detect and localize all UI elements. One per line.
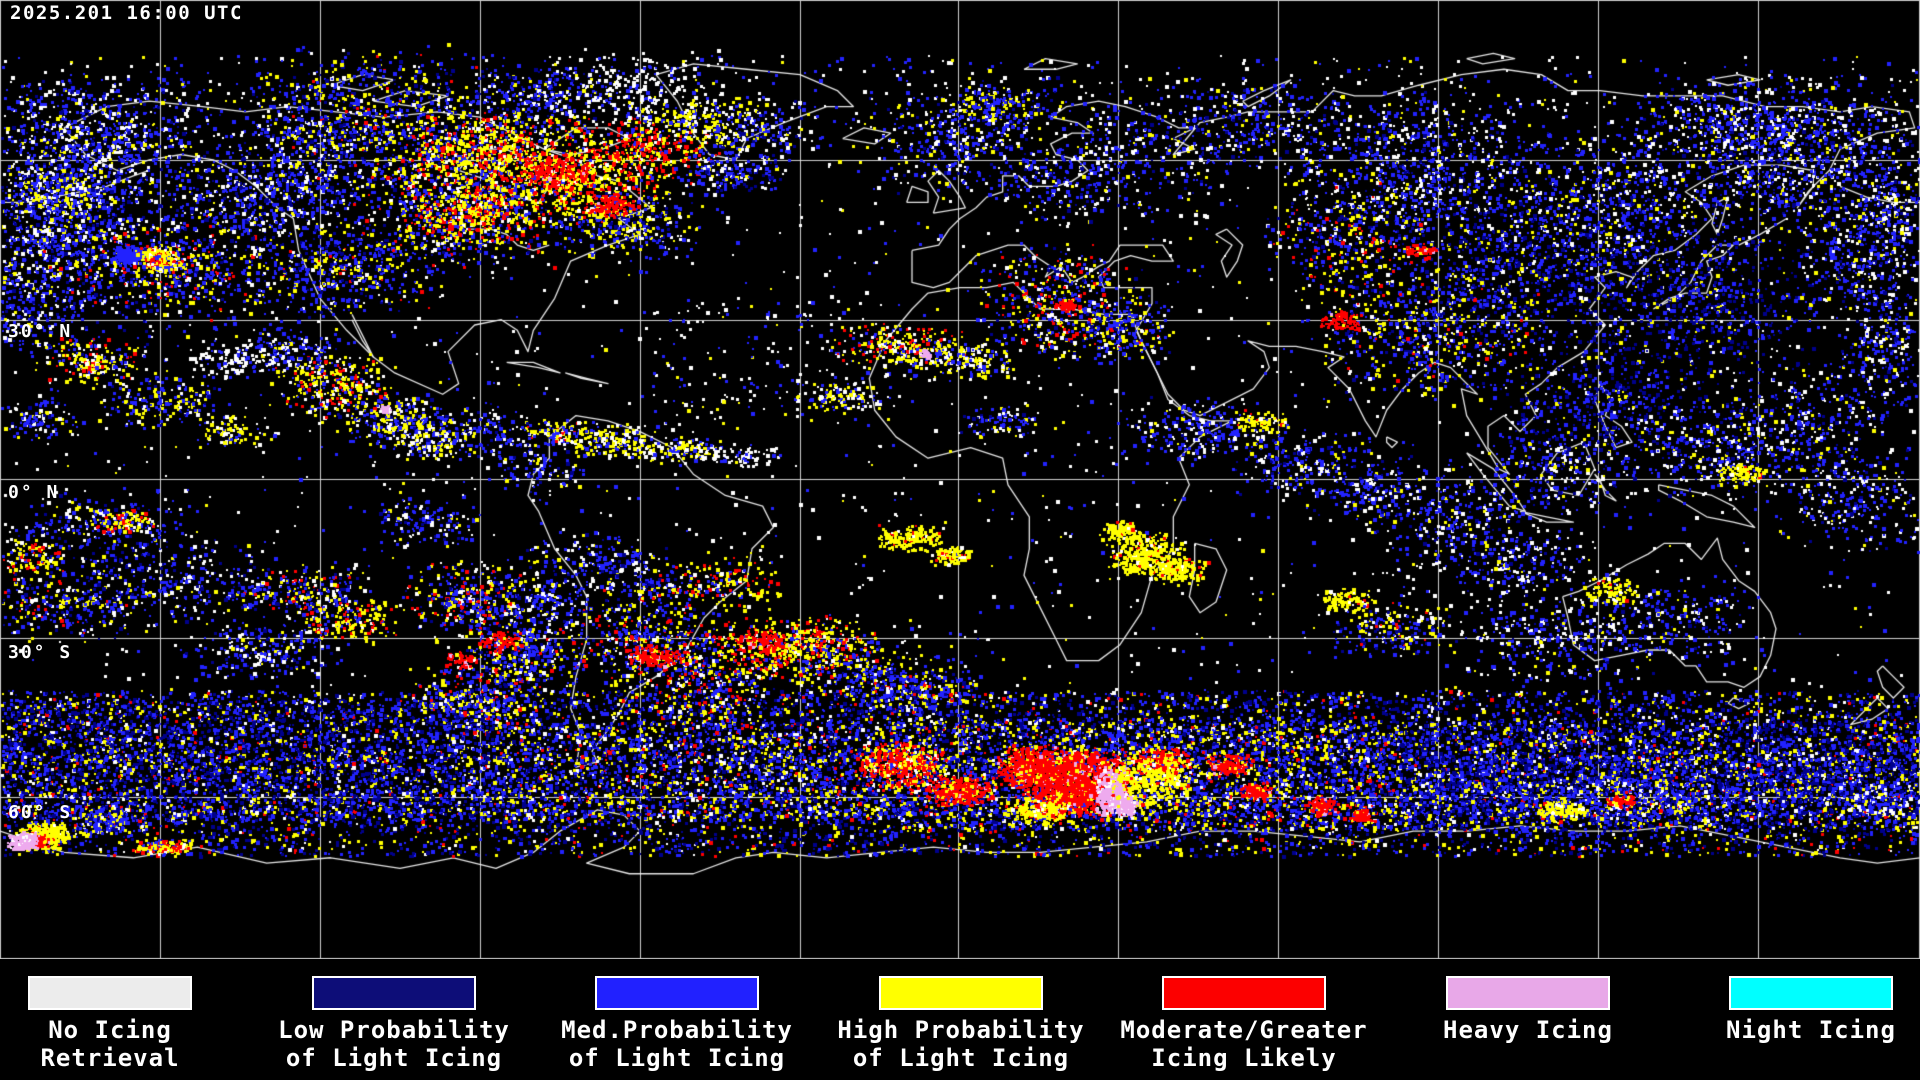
- med-probability-swatch: [595, 976, 759, 1010]
- legend-label-line: High Probability: [837, 1016, 1085, 1044]
- legend-item-night-icing: Night Icing: [1671, 976, 1920, 1044]
- legend-item-no-icing: No Icing Retrieval: [0, 976, 250, 1072]
- legend-label: No Icing Retrieval: [0, 1016, 250, 1072]
- night-icing-swatch: [1729, 976, 1893, 1010]
- no-icing-swatch: [28, 976, 192, 1010]
- legend-label-line: No Icing: [48, 1016, 172, 1044]
- legend-item-heavy-icing: Heavy Icing: [1388, 976, 1668, 1044]
- legend-item-moderate-greater: Moderate/Greater Icing Likely: [1104, 976, 1384, 1072]
- legend-label-line: Low Probability: [278, 1016, 510, 1044]
- legend-label-line: of Light Icing: [852, 1044, 1070, 1072]
- legend-label-line: Moderate/Greater: [1120, 1016, 1368, 1044]
- legend-label: High Probability of Light Icing: [821, 1016, 1101, 1072]
- moderate-greater-swatch: [1162, 976, 1326, 1010]
- legend-label-line: Night Icing: [1726, 1016, 1896, 1044]
- latitude-label-0n: 0° N: [8, 482, 60, 503]
- high-probability-swatch: [879, 976, 1043, 1010]
- latitude-label-30n: 30° N: [8, 321, 73, 342]
- legend-item-med-probability: Med.Probability of Light Icing: [537, 976, 817, 1072]
- heavy-icing-swatch: [1446, 976, 1610, 1010]
- legend-label-line: Icing Likely: [1151, 1044, 1337, 1072]
- legend-label-line: Heavy Icing: [1443, 1016, 1613, 1044]
- legend-label-line: of Light Icing: [285, 1044, 503, 1072]
- low-probability-swatch: [312, 976, 476, 1010]
- legend-label: Heavy Icing: [1388, 1016, 1668, 1044]
- legend-label-line: Retrieval: [40, 1044, 180, 1072]
- legend-label: Moderate/Greater Icing Likely: [1104, 1016, 1384, 1072]
- legend-label-line: of Light Icing: [568, 1044, 786, 1072]
- legend-label-line: Med.Probability: [561, 1016, 793, 1044]
- legend-label: Night Icing: [1671, 1016, 1920, 1044]
- timestamp-label: 2025.201 16:00 UTC: [10, 2, 243, 24]
- latitude-label-30s: 30° S: [8, 642, 73, 663]
- world-icing-map-canvas: [0, 0, 1920, 959]
- legend-label: Low Probability of Light Icing: [254, 1016, 534, 1072]
- legend-item-high-probability: High Probability of Light Icing: [821, 976, 1101, 1072]
- latitude-label-60s: 60° S: [8, 802, 73, 823]
- world-map-area: 2025.201 16:00 UTC 30° N 0° N 30° S 60° …: [0, 0, 1920, 959]
- legend-item-low-probability: Low Probability of Light Icing: [254, 976, 534, 1072]
- legend-label: Med.Probability of Light Icing: [537, 1016, 817, 1072]
